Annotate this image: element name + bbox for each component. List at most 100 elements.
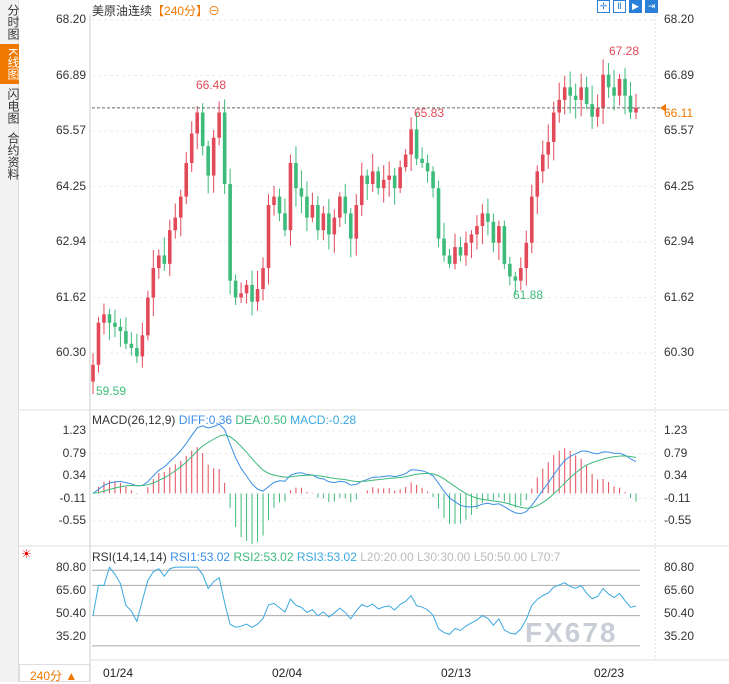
play-icon[interactable]: ▶ — [629, 0, 642, 13]
candle-body — [167, 230, 172, 264]
rsi-legend: RSI(14,14,14) RSI1:53.02 RSI2:53.02 RSI3… — [92, 550, 560, 564]
period-selector[interactable]: 240分 ▲ — [19, 664, 90, 683]
candle-body — [612, 87, 616, 96]
zoom-circle-icon[interactable]: ⊖ — [208, 4, 221, 18]
candle-body — [420, 158, 424, 163]
candle-body — [475, 226, 479, 235]
candle-body — [222, 112, 227, 184]
candle-body — [157, 255, 161, 269]
macd-tick: -0.55 — [664, 513, 692, 527]
crosshair-icon[interactable]: ✛ — [597, 0, 610, 13]
candle-body — [573, 95, 578, 100]
macd-tick: 0.34 — [664, 468, 688, 482]
candle-body — [557, 99, 562, 113]
low-label: 59.59 — [96, 384, 127, 398]
candle-body — [595, 108, 600, 117]
candle-body — [206, 146, 210, 176]
tab-kline[interactable]: K线图 — [0, 44, 20, 85]
price-tick: 65.57 — [55, 123, 86, 137]
macd-value: MACD:-0.28 — [290, 413, 357, 427]
candle-body — [173, 217, 178, 231]
current-price-marker — [660, 103, 666, 112]
candle-body — [239, 293, 243, 298]
candle-body — [343, 196, 348, 214]
candle-body — [579, 87, 583, 100]
candle-body — [184, 162, 189, 197]
candle-body — [398, 167, 402, 189]
end-icon[interactable]: ⇥ — [645, 0, 658, 13]
date-tick: 01/24 — [103, 666, 134, 680]
candle-body — [107, 314, 112, 323]
macd-tick: 0.34 — [62, 468, 86, 482]
low-label: 61.88 — [513, 288, 544, 302]
rsi-tick: 65.60 — [664, 583, 695, 597]
candle-body — [392, 175, 397, 189]
candle-body — [310, 205, 315, 218]
tab-contract-info[interactable]: 合约资料 — [6, 132, 20, 181]
candle-body — [255, 289, 260, 302]
date-tick: 02/23 — [594, 666, 625, 680]
candle-body — [464, 242, 468, 256]
l50-value: L50:50.00 — [473, 550, 528, 564]
price-tick: 65.57 — [664, 123, 695, 137]
candle-body — [584, 87, 589, 105]
period-label: 【240分】 — [152, 4, 209, 18]
tab-flash[interactable]: 闪电图 — [6, 88, 20, 125]
candle-body — [551, 112, 556, 142]
macd-params: MACD(26,12,9) — [92, 413, 176, 427]
candle-body — [365, 175, 370, 184]
price-tick: 64.25 — [664, 178, 695, 193]
l70-value: L70:7 — [530, 550, 561, 564]
price-tick: 60.30 — [664, 345, 695, 359]
candle-body — [562, 87, 567, 100]
settings-sun-icon[interactable]: ☀ — [21, 547, 32, 561]
candle-body — [217, 112, 221, 138]
candle-body — [403, 154, 408, 168]
price-tick: 62.94 — [55, 234, 86, 248]
candle-body — [540, 154, 545, 172]
candle-body — [497, 226, 501, 243]
candle-body — [425, 162, 430, 172]
macd-legend: MACD(26,12,9) DIFF:0.36 DEA:0.50 MACD:-0… — [92, 413, 356, 427]
candle-body — [305, 196, 309, 218]
rsi-tick: 50.40 — [664, 606, 695, 620]
macd-tick: 1.23 — [664, 423, 688, 437]
fit-icon[interactable]: Ⅱ — [613, 0, 626, 13]
candle-body — [96, 322, 101, 365]
diff-value: DIFF:0.36 — [178, 413, 233, 427]
rsi-tick: 35.20 — [55, 629, 86, 643]
candle-body — [381, 179, 386, 189]
candle-body — [606, 74, 611, 88]
tab-timeshare[interactable]: 分时图 — [6, 4, 20, 40]
diff-line — [92, 423, 637, 515]
price-tick: 64.25 — [55, 178, 86, 193]
candle-body — [211, 137, 216, 176]
date-tick: 02/13 — [441, 666, 472, 680]
candle-body — [480, 213, 485, 227]
candle-body — [332, 217, 337, 235]
candle-body — [376, 171, 381, 189]
candle-body — [486, 213, 490, 222]
price-tick: 60.30 — [55, 345, 86, 359]
candle-body — [628, 95, 633, 113]
candle-body — [359, 175, 364, 205]
candle-body — [288, 162, 293, 231]
rsi-tick: 80.80 — [664, 560, 695, 574]
candle-body — [140, 335, 145, 357]
candle-body — [151, 268, 156, 298]
date-tick: 02/04 — [272, 666, 303, 680]
candle-body — [431, 171, 435, 189]
macd-tick: -0.11 — [59, 490, 86, 505]
rsi3-value: RSI3:53.02 — [296, 550, 357, 564]
candle-body — [469, 234, 474, 243]
candle-body — [118, 326, 123, 332]
candle-body — [414, 129, 419, 159]
candle-body — [458, 247, 463, 256]
high-label: 65.83 — [414, 106, 445, 120]
candle-body — [338, 196, 342, 218]
candle-body — [370, 171, 375, 184]
chart-title: 美原油连续【240分】⊖ — [92, 2, 220, 19]
price-tick: 66.89 — [664, 67, 695, 82]
candle-body — [250, 284, 254, 302]
